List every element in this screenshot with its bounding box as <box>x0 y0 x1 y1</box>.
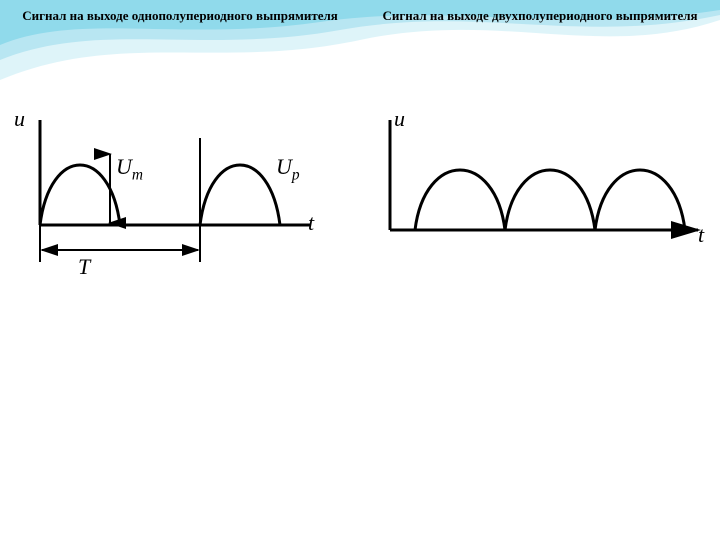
title-left: Сигнал на выходе однополупериодного выпр… <box>0 8 360 24</box>
full-wave-chart: u t <box>370 110 710 280</box>
label-t-left: t <box>308 210 314 236</box>
label-u-left: u <box>14 106 25 132</box>
label-T: T <box>78 254 90 280</box>
label-t-right: t <box>698 222 704 248</box>
label-u-right: u <box>394 106 405 132</box>
title-right: Сигнал на выходе двухполупериодного выпр… <box>360 8 720 24</box>
half-wave-chart: u Um Up t T <box>10 110 320 280</box>
label-up: Up <box>276 154 300 184</box>
label-um: Um <box>116 154 143 184</box>
